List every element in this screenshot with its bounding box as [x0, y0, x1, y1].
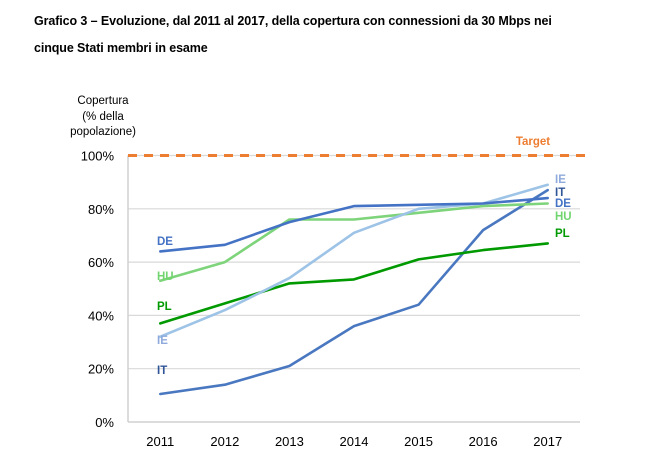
series-label-end-it: IT [555, 187, 565, 199]
y-tick-label: 80% [88, 202, 114, 217]
x-tick-label: 2016 [469, 434, 498, 449]
series-label-start-de: DE [157, 236, 173, 248]
series-label-end-de: DE [555, 198, 571, 210]
series-label-start-ie: IE [157, 335, 168, 347]
x-tick-label: 2014 [340, 434, 369, 449]
x-tick-label: 2015 [404, 434, 433, 449]
y-axis-label-line-2: (% della [82, 110, 124, 123]
y-tick-label: 0% [95, 415, 114, 430]
x-axis-ticks: 2011 2012 2013 2014 2015 2016 2017 [146, 434, 562, 449]
series-line-hu [159, 202, 550, 283]
x-tick-label: 2011 [146, 434, 174, 449]
series-line-ie [159, 183, 550, 339]
chart-title: Grafico 3 – Evoluzione, dal 2011 al 2017… [34, 8, 654, 62]
y-axis-ticks: 0% 20% 40% 60% 80% 100% [81, 149, 115, 431]
series-label-end-hu: HU [555, 211, 572, 223]
series-label-start-it: IT [157, 365, 167, 377]
series-label-start-pl: PL [157, 301, 172, 313]
y-tick-label: 40% [88, 308, 114, 323]
y-axis-label-line-3: popolazione) [70, 126, 136, 138]
x-tick-label: 2012 [210, 434, 239, 449]
chart-title-line-1: Grafico 3 – Evoluzione, dal 2011 al 2017… [34, 14, 552, 28]
y-tick-label: 100% [81, 149, 115, 164]
y-axis-label: Copertura (% della popolazione) [60, 94, 146, 141]
gridlines [128, 154, 580, 370]
series-label-end-pl: PL [555, 228, 570, 240]
series-label-start-hu: HU [157, 271, 174, 283]
target-line-group: Target [128, 136, 590, 157]
series-line-it [159, 188, 550, 396]
x-tick-label: 2013 [275, 434, 304, 449]
series-lines [159, 183, 550, 396]
series-line-pl [159, 242, 550, 325]
series-line-de [159, 196, 550, 253]
target-label: Target [516, 136, 550, 148]
chart-title-line-2: cinque Stati membri in esame [34, 41, 208, 55]
series-label-end-ie: IE [555, 174, 566, 186]
y-tick-label: 60% [88, 255, 114, 270]
y-axis-label-line-1: Copertura [77, 95, 129, 107]
y-tick-label: 20% [88, 362, 114, 377]
x-tick-label: 2017 [533, 434, 562, 449]
